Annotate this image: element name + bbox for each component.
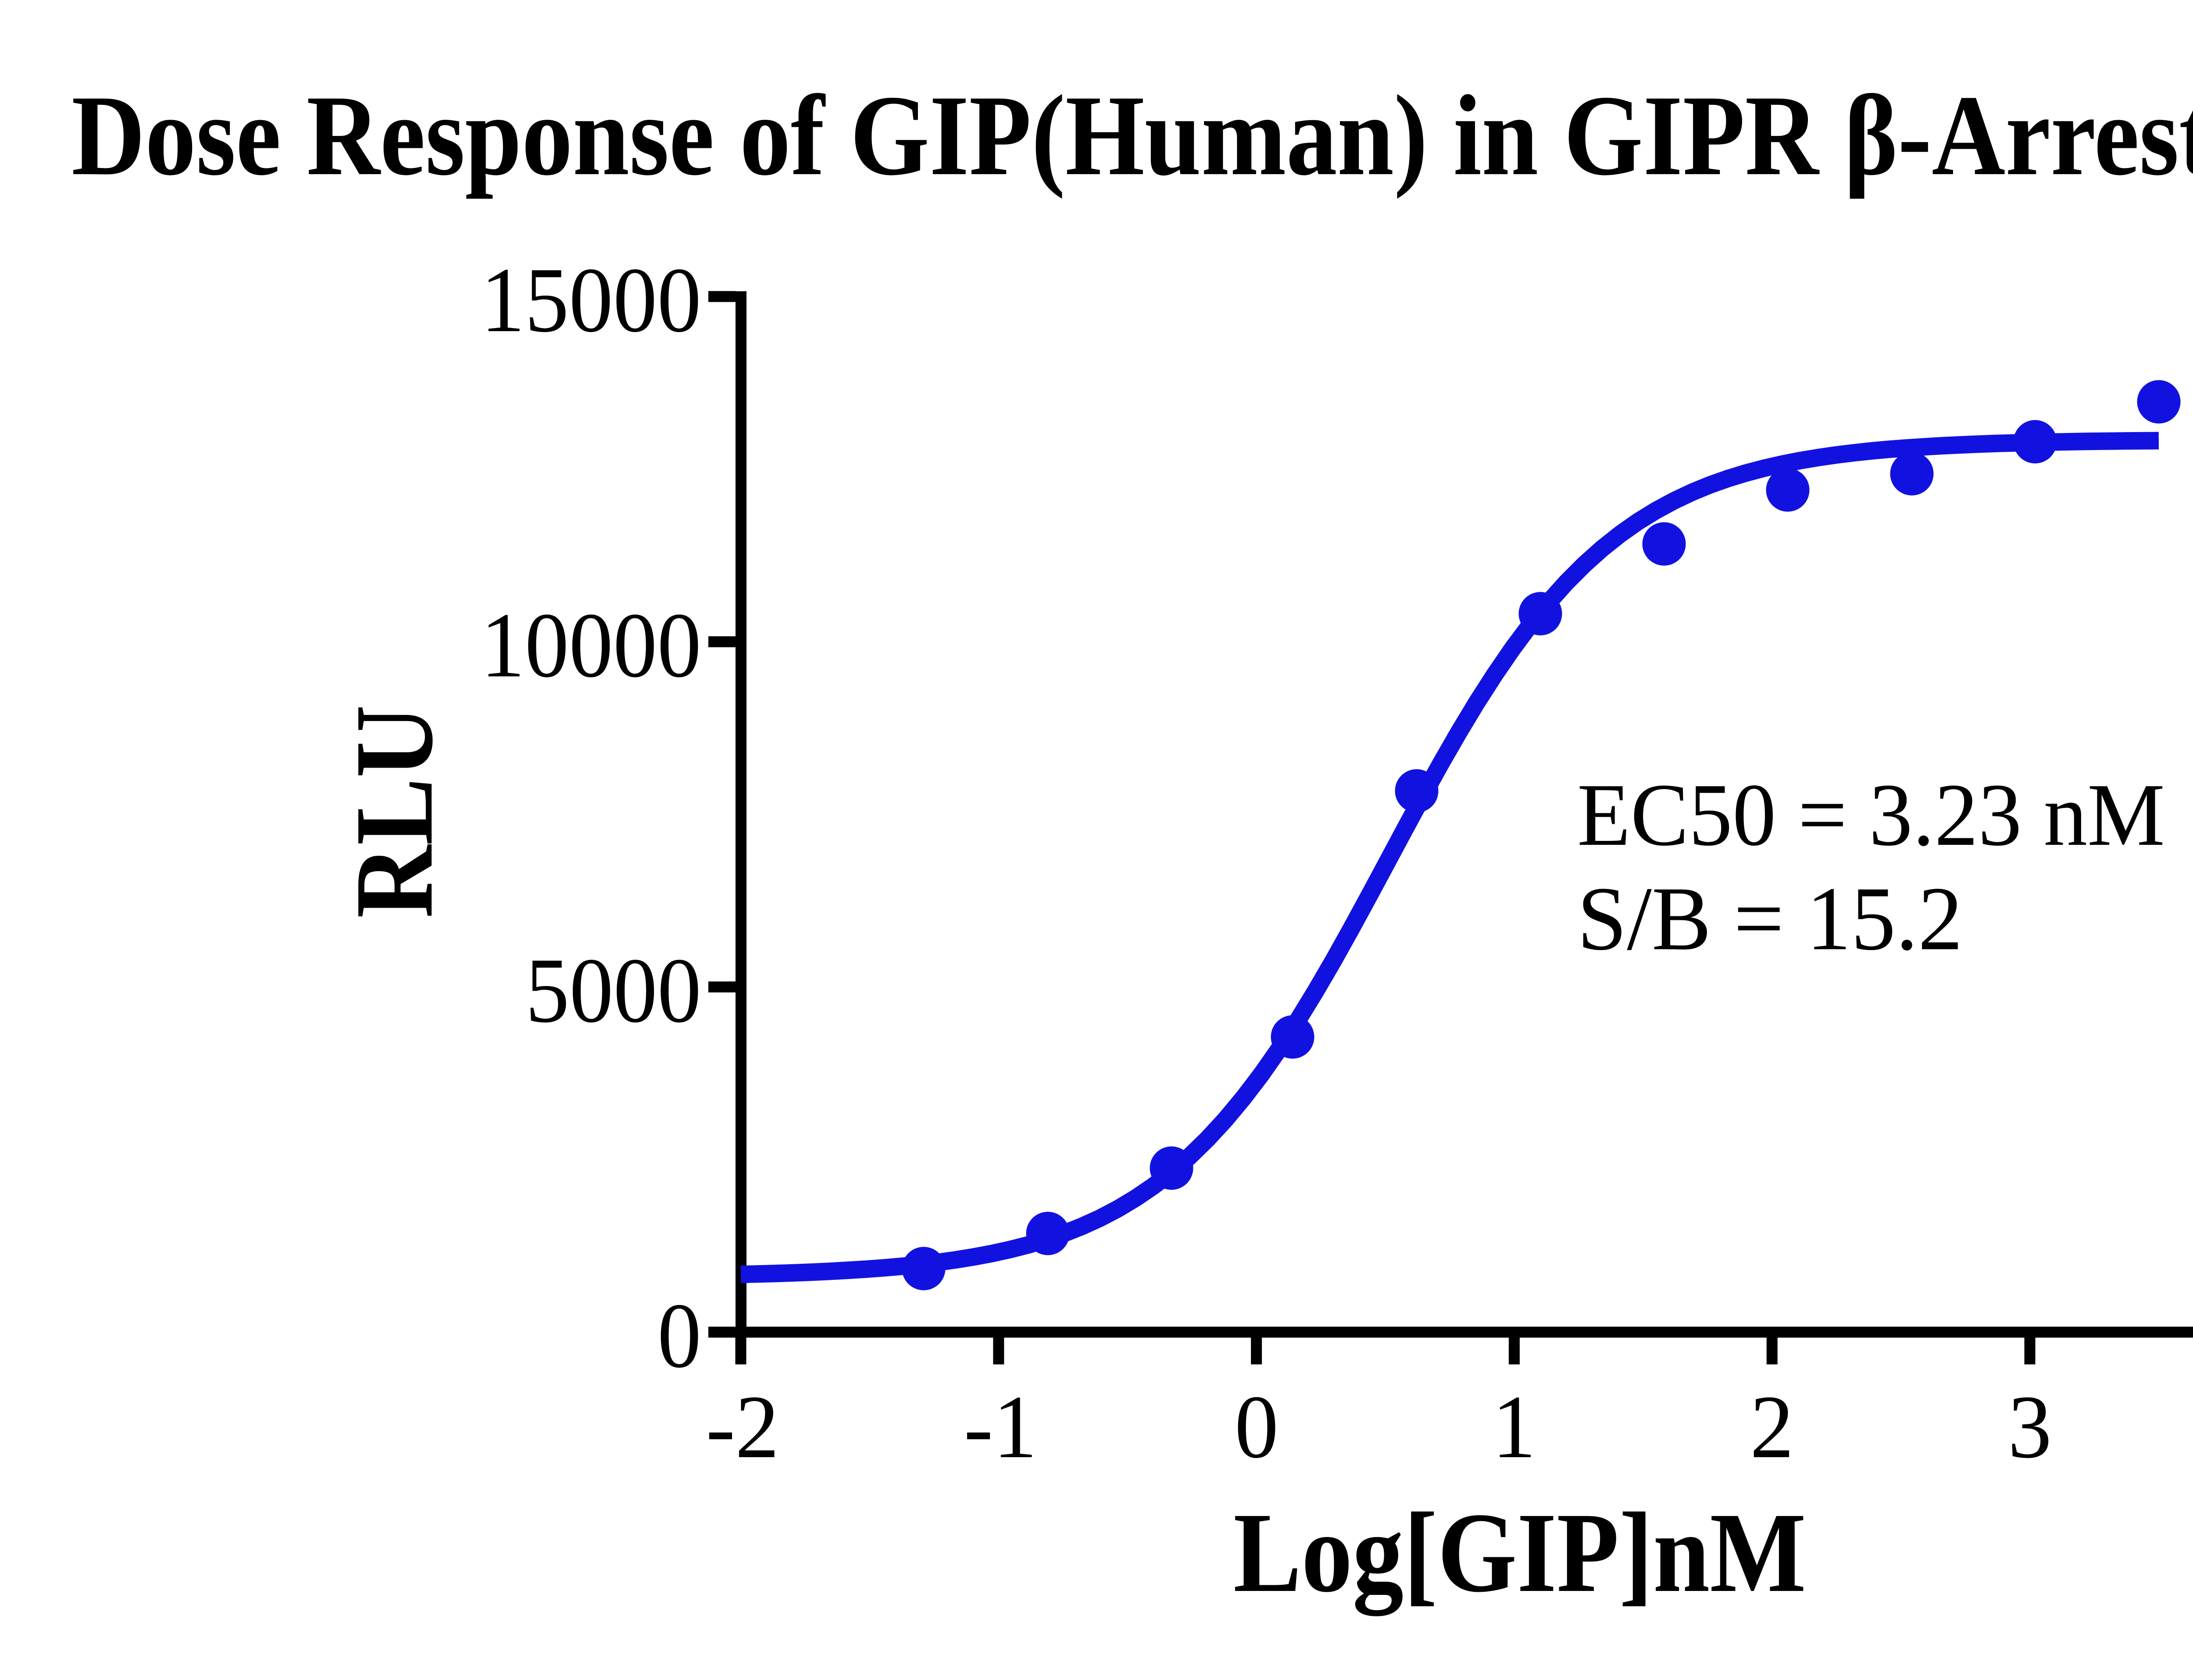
svg-text:1: 1 xyxy=(1492,1376,1536,1477)
svg-text:15000: 15000 xyxy=(481,248,701,351)
svg-text:0: 0 xyxy=(657,1284,701,1387)
svg-text:5000: 5000 xyxy=(525,939,701,1042)
svg-text:3: 3 xyxy=(2008,1376,2052,1477)
svg-text:RLU: RLU xyxy=(332,705,456,918)
svg-text:0: 0 xyxy=(1235,1376,1279,1477)
svg-text:-1: -1 xyxy=(964,1376,1037,1477)
svg-text:-2: -2 xyxy=(706,1376,779,1477)
svg-text:Log[GIP]nM: Log[GIP]nM xyxy=(1233,1489,1806,1618)
svg-text:10000: 10000 xyxy=(481,593,701,697)
svg-text:EC50 = 3.23 nM: EC50 = 3.23 nM xyxy=(1577,765,2165,865)
svg-text:Dose Response of GIP(Human) in: Dose Response of GIP(Human) in GIPR β-Ar… xyxy=(71,71,2193,200)
svg-text:2: 2 xyxy=(1750,1376,1794,1477)
svg-text:S/B = 15.2: S/B = 15.2 xyxy=(1577,868,1963,969)
